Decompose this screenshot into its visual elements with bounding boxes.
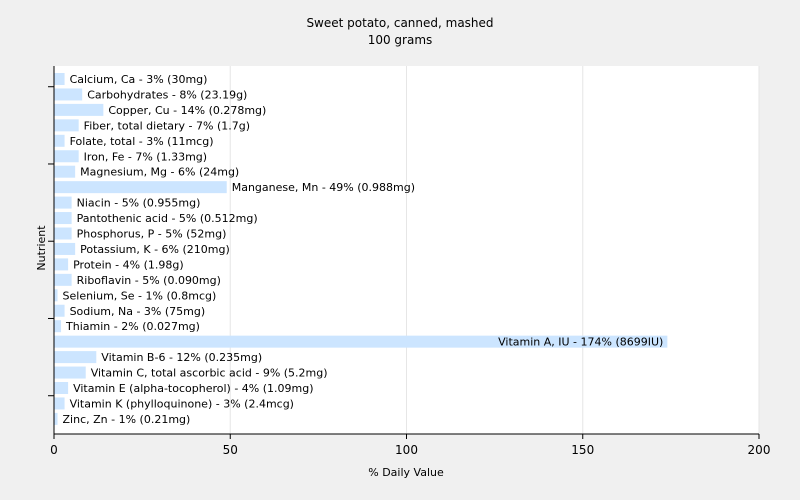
bar xyxy=(54,196,72,209)
bar-label: Vitamin C, total ascorbic acid - 9% (5.2… xyxy=(91,367,328,380)
bar-label: Vitamin B-6 - 12% (0.235mg) xyxy=(101,351,262,364)
bar-label: Vitamin K (phylloquinone) - 3% (2.4mcg) xyxy=(70,397,294,410)
bar-label: Riboflavin - 5% (0.090mg) xyxy=(77,274,221,287)
grid-lines xyxy=(229,66,760,434)
bar-label: Iron, Fe - 7% (1.33mg) xyxy=(84,150,207,163)
x-tick-label: 50 xyxy=(223,443,238,457)
bar xyxy=(54,335,668,348)
x-axis-label: % Daily Value xyxy=(368,466,444,479)
bar xyxy=(54,366,86,379)
bar-labels: Calcium, Ca - 3% (30mg) Carbohydrates - 8… xyxy=(63,73,664,426)
bar-label: Folate, total - 3% (11mcg) xyxy=(70,135,214,148)
bar-label: Pantothenic acid - 5% (0.512mg) xyxy=(77,212,258,225)
x-tick-label: 200 xyxy=(748,443,771,457)
bar xyxy=(54,181,227,194)
bar-label: Carbohydrates - 8% (23.19g) xyxy=(87,88,247,101)
bar xyxy=(54,88,83,101)
y-axis-label: Nutrient xyxy=(35,225,48,271)
bar-label: Fiber, total dietary - 7% (1.7g) xyxy=(84,119,250,132)
bar-label: Potassium, K - 6% (210mg) xyxy=(80,243,230,256)
bar xyxy=(54,273,72,286)
bars xyxy=(54,73,668,425)
bar-label: Vitamin E (alpha-tocopherol) - 4% (1.09m… xyxy=(73,382,313,395)
bar-label: Manganese, Mn - 49% (0.988mg) xyxy=(232,181,415,194)
chart-subtitle: 100 grams xyxy=(368,33,433,47)
bar xyxy=(54,227,72,240)
x-tick-label: 100 xyxy=(395,443,418,457)
bar xyxy=(54,134,65,147)
bar xyxy=(54,351,97,364)
bar xyxy=(54,304,65,317)
bar xyxy=(54,258,69,271)
bar xyxy=(54,382,69,394)
bar-label: Selenium, Se - 1% (0.8mcg) xyxy=(63,289,217,302)
chart-title: Sweet potato, canned, mashed xyxy=(306,16,493,30)
bar-label: Sodium, Na - 3% (75mg) xyxy=(70,305,206,318)
bar xyxy=(54,103,104,116)
bar xyxy=(54,412,58,425)
bar xyxy=(54,150,79,163)
bar xyxy=(54,242,76,255)
x-axis-ticks: 0 50 100 150 200 xyxy=(50,434,770,457)
bar xyxy=(54,165,76,178)
bar-label: Zinc, Zn - 1% (0.21mg) xyxy=(63,413,191,426)
bar xyxy=(54,289,58,302)
bar-label: Calcium, Ca - 3% (30mg) xyxy=(70,73,208,86)
bar xyxy=(54,212,72,225)
bar-label: Niacin - 5% (0.955mg) xyxy=(77,197,201,210)
bar xyxy=(54,119,79,132)
bar xyxy=(54,73,65,85)
bar-label: Protein - 4% (1.98g) xyxy=(73,258,184,271)
bar xyxy=(54,320,62,333)
y-axis-ticks xyxy=(48,86,54,397)
bar-label: Thiamin - 2% (0.027mg) xyxy=(65,320,200,333)
x-tick-label: 150 xyxy=(571,443,594,457)
bar-label: Copper, Cu - 14% (0.278mg) xyxy=(108,104,266,117)
bar-label: Phosphorus, P - 5% (52mg) xyxy=(77,228,227,241)
bar-label: Magnesium, Mg - 6% (24mg) xyxy=(80,166,239,179)
bar xyxy=(54,397,65,410)
bar-label: Vitamin A, IU - 174% (8699IU) xyxy=(498,336,663,349)
x-tick-label: 0 xyxy=(50,443,58,457)
